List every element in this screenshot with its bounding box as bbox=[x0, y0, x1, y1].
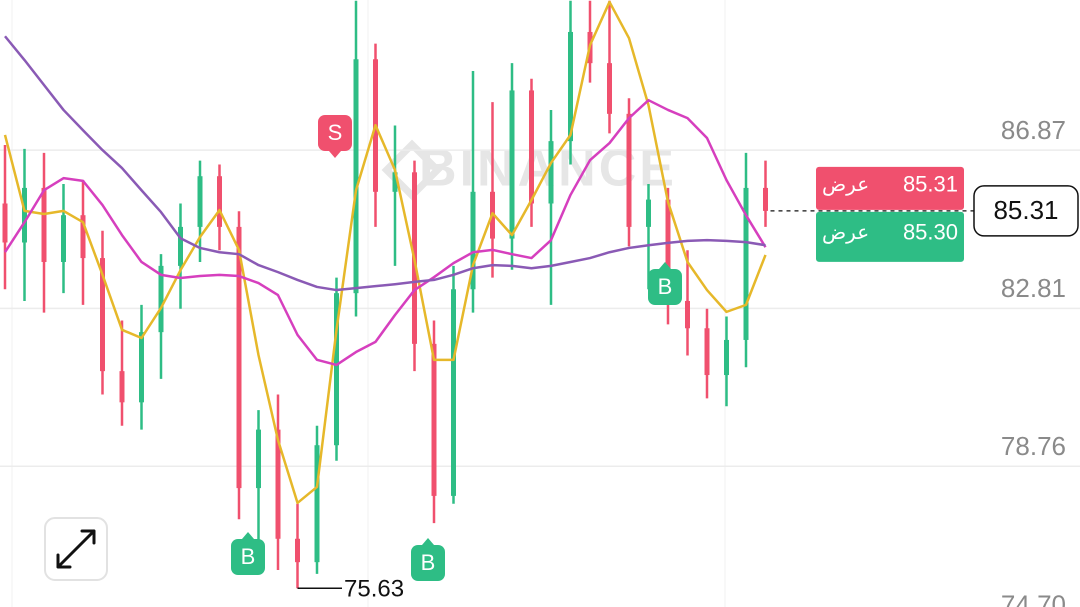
candle-body bbox=[80, 215, 86, 259]
candle-body bbox=[158, 265, 164, 333]
ma-line bbox=[4, 35, 766, 292]
candle-body bbox=[626, 113, 632, 227]
candle-body bbox=[314, 445, 320, 563]
candle-body bbox=[353, 59, 359, 294]
candle-body bbox=[2, 203, 8, 243]
candle-body bbox=[295, 538, 300, 563]
candle-body bbox=[334, 293, 339, 446]
y-tick-label: 82.81 bbox=[1001, 273, 1066, 303]
signal-badge bbox=[318, 115, 352, 151]
y-tick-label: 78.76 bbox=[1001, 431, 1066, 461]
candle-body bbox=[275, 429, 281, 539]
order-price[interactable]: 85.30 bbox=[903, 220, 958, 245]
candle-body bbox=[451, 289, 456, 496]
candle-body bbox=[22, 187, 27, 243]
candle-body bbox=[704, 328, 710, 376]
order-box[interactable] bbox=[816, 166, 964, 210]
order-side[interactable]: عرض bbox=[822, 174, 869, 196]
y-tick-label: 86.87 bbox=[1001, 115, 1066, 145]
candle-body bbox=[763, 187, 768, 211]
candle-body bbox=[685, 300, 690, 329]
ma-line bbox=[3, 0, 767, 505]
candle-body bbox=[197, 176, 203, 227]
candle-body bbox=[431, 343, 437, 496]
candle-body bbox=[100, 258, 105, 372]
candle-body bbox=[548, 141, 554, 204]
candle-body bbox=[646, 199, 651, 227]
expand-button[interactable] bbox=[44, 517, 108, 581]
candle-body bbox=[470, 191, 476, 290]
signal-pointer bbox=[242, 532, 254, 539]
candle-body bbox=[607, 63, 612, 114]
expand-icon[interactable] bbox=[56, 529, 96, 569]
signal-label: B bbox=[421, 550, 436, 575]
watermark-logo bbox=[381, 139, 443, 201]
order-price[interactable]: 85.31 bbox=[903, 172, 958, 197]
signal-badge bbox=[648, 269, 682, 305]
candle-body bbox=[724, 339, 729, 376]
signal-badge bbox=[411, 545, 445, 581]
signal-label: B bbox=[241, 544, 256, 569]
candle-body bbox=[743, 187, 749, 340]
order-side[interactable]: عرض bbox=[822, 222, 869, 244]
candle-body bbox=[236, 226, 242, 489]
signal-label: S bbox=[328, 120, 343, 145]
order-box[interactable] bbox=[816, 211, 964, 262]
candle-body bbox=[529, 90, 534, 204]
low-label: 75.63 bbox=[344, 576, 404, 603]
signal-label: B bbox=[658, 274, 673, 299]
candle-body bbox=[217, 176, 222, 227]
signal-pointer bbox=[329, 151, 341, 158]
price-label: 85.31 bbox=[993, 195, 1058, 225]
candle-body bbox=[41, 187, 47, 262]
candle-body bbox=[392, 172, 398, 192]
candle-body bbox=[509, 90, 515, 239]
y-tick-label: 74.70 bbox=[1001, 589, 1066, 607]
candle-body bbox=[256, 429, 261, 489]
price-box bbox=[973, 185, 1079, 237]
candle-body bbox=[61, 215, 66, 262]
signal-badge bbox=[231, 539, 265, 575]
signal-pointer bbox=[422, 538, 434, 545]
candle-body bbox=[665, 199, 671, 301]
signal-pointer bbox=[659, 262, 671, 269]
candle-body bbox=[139, 332, 144, 403]
ma-line bbox=[3, 98, 767, 367]
candle-body bbox=[119, 371, 125, 403]
candle-body bbox=[178, 226, 183, 266]
candle-body bbox=[568, 31, 573, 142]
